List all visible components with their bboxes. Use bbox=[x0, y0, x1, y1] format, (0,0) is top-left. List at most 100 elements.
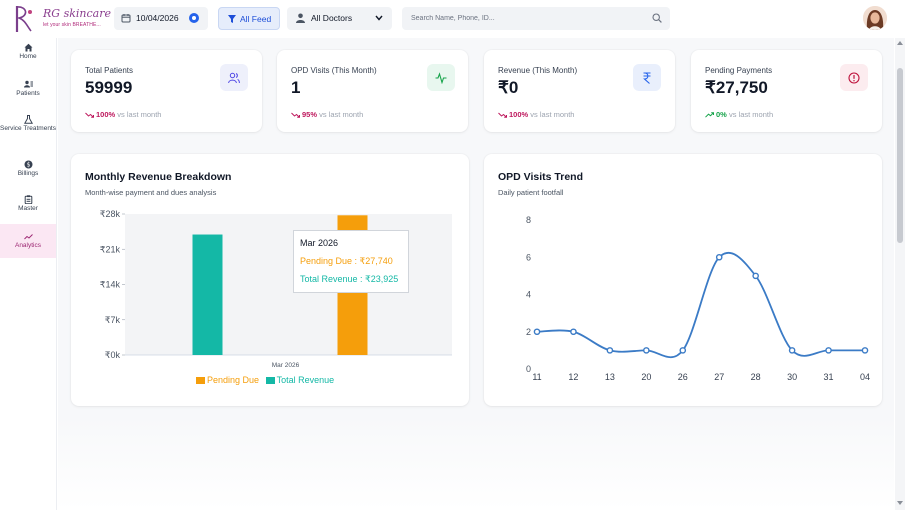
stat-trend: 100% vs last month bbox=[85, 110, 161, 119]
sidebar: Home Patients Service Treatments $ Billi… bbox=[0, 38, 57, 510]
x-tick-label: 11 bbox=[532, 372, 541, 382]
bottom-fade bbox=[58, 418, 894, 510]
search-box bbox=[402, 7, 670, 30]
trend-down-icon bbox=[498, 112, 507, 118]
y-tick-label: ₹0k bbox=[105, 350, 121, 360]
tooltip-pending: Pending Due : ₹27,740 bbox=[300, 256, 393, 266]
filter-icon bbox=[228, 15, 236, 23]
stat-trend-suffix: vs last month bbox=[319, 110, 364, 119]
data-point bbox=[861, 347, 869, 354]
stat-icon-box bbox=[220, 64, 248, 91]
legend-item-total[interactable]: Total Revenue bbox=[265, 375, 335, 385]
stat-icon-box bbox=[633, 64, 661, 91]
sidebar-item-patients[interactable]: Patients bbox=[0, 80, 56, 102]
trend-down-icon bbox=[85, 112, 94, 118]
sidebar-item-service-treatments[interactable]: Service Treatments bbox=[0, 115, 56, 145]
brand-name: RG skincare bbox=[43, 7, 111, 20]
y-tick-label: ₹14k bbox=[100, 280, 121, 290]
stat-title: Revenue (This Month) bbox=[498, 66, 578, 75]
sidebar-item-label: Patients bbox=[16, 90, 40, 97]
stat-trend-pct: 95% bbox=[302, 110, 318, 119]
sidebar-item-home[interactable]: Home bbox=[0, 43, 56, 65]
date-value: 10/04/2026 bbox=[136, 13, 179, 23]
opd-chart-card: OPD Visits Trend Daily patient footfall … bbox=[484, 154, 882, 406]
doctor-select-label: All Doctors bbox=[311, 13, 353, 23]
revenue-chart-title: Monthly Revenue Breakdown bbox=[85, 171, 232, 183]
x-tick-label: 31 bbox=[824, 372, 834, 382]
user-icon bbox=[296, 13, 305, 23]
y-tick-label: 6 bbox=[526, 252, 531, 262]
legend-item-pending[interactable]: Pending Due bbox=[196, 375, 259, 385]
user-avatar[interactable] bbox=[863, 6, 887, 30]
sidebar-item-label: Service Treatments bbox=[0, 125, 56, 132]
opd-line-chart[interactable]: 0 2 4 6 8 11 12 13 20 26 27 28 30 31 04 bbox=[484, 154, 882, 406]
brand-tagline: let your skin BREATHE... bbox=[43, 22, 101, 28]
brand-logo[interactable]: RG skincare let your skin BREATHE... bbox=[13, 4, 113, 34]
x-tick-label: 12 bbox=[568, 372, 578, 382]
stat-icon-box bbox=[840, 64, 868, 91]
data-point bbox=[643, 347, 650, 354]
revenue-chart-card: Monthly Revenue Breakdown Month-wise pay… bbox=[71, 154, 469, 406]
legend-swatch bbox=[265, 377, 275, 385]
opd-chart-subtitle: Daily patient footfall bbox=[498, 188, 564, 197]
sidebar-item-analytics[interactable]: Analytics bbox=[0, 224, 56, 258]
data-point bbox=[570, 328, 577, 336]
stat-value: ₹0 bbox=[498, 78, 519, 97]
stat-value: ₹27,750 bbox=[705, 78, 768, 97]
alert-icon bbox=[848, 72, 860, 84]
x-tick-label: 26 bbox=[678, 372, 688, 382]
stat-card-pending-payments: Pending Payments ₹27,750 0% vs last mont… bbox=[691, 50, 882, 132]
legend-label: Total Revenue bbox=[276, 375, 335, 385]
revenue-bar-chart[interactable]: ₹0k ₹7k ₹14k ₹21k ₹28k Mar 2026 bbox=[71, 154, 469, 406]
search-icon[interactable] bbox=[652, 13, 662, 23]
chevron-down-icon bbox=[375, 15, 383, 21]
stat-trend-suffix: vs last month bbox=[530, 110, 575, 119]
activity-icon bbox=[435, 72, 447, 84]
stat-trend-pct: 100% bbox=[96, 110, 116, 119]
stat-trend: 100% vs last month bbox=[498, 110, 574, 119]
x-tick-label: 28 bbox=[751, 372, 761, 382]
doctor-select[interactable]: All Doctors bbox=[287, 7, 392, 30]
y-tick-label: ₹7k bbox=[105, 315, 121, 325]
y-tick-label: ₹28k bbox=[100, 209, 121, 219]
data-point bbox=[679, 347, 687, 354]
top-bar: RG skincare let your skin BREATHE... 10/… bbox=[0, 0, 905, 38]
opd-series-line bbox=[536, 251, 865, 359]
trend-down-icon bbox=[291, 112, 300, 118]
x-tick-label: 30 bbox=[787, 372, 797, 382]
y-tick-label: 0 bbox=[526, 364, 531, 374]
data-point bbox=[752, 272, 759, 280]
bar-total-revenue bbox=[192, 234, 223, 355]
y-tick-label: 8 bbox=[526, 215, 531, 225]
y-tick-label: 2 bbox=[526, 327, 531, 337]
x-tick-label: 20 bbox=[641, 372, 651, 382]
sidebar-item-label: Master bbox=[18, 205, 38, 212]
data-point bbox=[533, 328, 541, 336]
scrollbar-thumb[interactable] bbox=[897, 68, 903, 243]
stat-trend-pct: 100% bbox=[509, 110, 529, 119]
sidebar-item-label: Billings bbox=[17, 170, 39, 177]
x-tick-label: 04 bbox=[860, 372, 870, 382]
rupee-icon bbox=[643, 72, 651, 84]
all-feed-button[interactable]: All Feed bbox=[218, 7, 280, 30]
sidebar-item-billings[interactable]: $ Billings bbox=[0, 160, 56, 182]
opd-chart-title: OPD Visits Trend bbox=[498, 171, 583, 183]
date-picker[interactable]: 10/04/2026 bbox=[114, 7, 208, 30]
revenue-chart-legend: Pending Due Total Revenue bbox=[196, 375, 338, 385]
sidebar-item-label: Analytics bbox=[14, 242, 41, 249]
date-clear-icon[interactable] bbox=[189, 13, 199, 23]
trend-up-icon bbox=[705, 112, 714, 118]
sidebar-item-master[interactable]: Master bbox=[0, 195, 56, 217]
revenue-chart-subtitle: Month-wise payment and dues analysis bbox=[85, 188, 217, 197]
scroll-down-icon[interactable] bbox=[897, 501, 903, 505]
scroll-up-icon[interactable] bbox=[897, 41, 903, 45]
home-icon bbox=[24, 43, 32, 52]
data-point bbox=[606, 347, 614, 354]
all-feed-label: All Feed bbox=[240, 14, 272, 24]
calendar-icon bbox=[121, 14, 131, 23]
stat-title: Pending Payments bbox=[705, 66, 773, 75]
page-scrollbar[interactable] bbox=[895, 38, 905, 510]
flask-icon bbox=[23, 115, 33, 124]
stat-trend: 0% vs last month bbox=[705, 110, 773, 119]
search-input[interactable] bbox=[402, 7, 642, 30]
